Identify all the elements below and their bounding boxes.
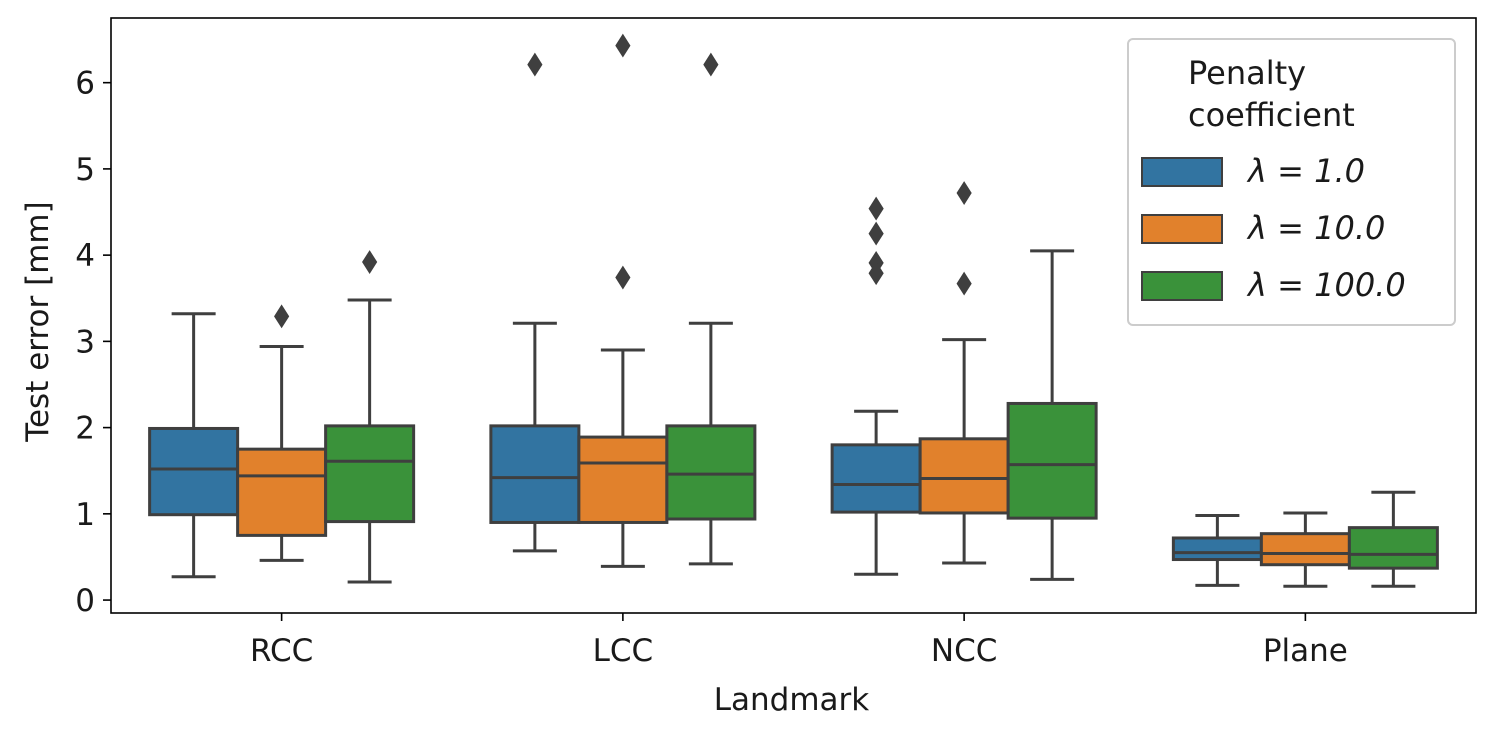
- iqr-box: [1006, 401, 1098, 520]
- legend-swatch: [1141, 214, 1223, 244]
- legend: Penalty coefficient λ = 1.0 λ = 10.0 λ = 100…: [1127, 38, 1456, 326]
- iqr-box: [577, 435, 669, 524]
- box-plane-series-3: [1347, 490, 1439, 588]
- legend-swatch: [1141, 271, 1223, 301]
- legend-title-line: Penalty: [1188, 54, 1306, 92]
- legend-entry: λ = 10.0: [1141, 209, 1385, 247]
- x-tick-label: Plane: [1263, 633, 1348, 669]
- box-ncc-series-2: [918, 181, 1010, 565]
- outlier-point: [527, 52, 543, 77]
- outlier-point: [868, 261, 884, 286]
- iqr-box: [489, 424, 581, 524]
- legend-label: λ = 10.0: [1246, 209, 1385, 247]
- y-tick-label: 6: [75, 66, 95, 102]
- legend-title-line: coefficient: [1188, 96, 1355, 134]
- y-tick-label: 1: [75, 497, 95, 533]
- box-rcc-series-2: [236, 304, 328, 562]
- y-axis-label: Test error [mm]: [20, 201, 56, 442]
- iqr-box: [1347, 526, 1439, 570]
- iqr-box: [665, 424, 757, 521]
- box-ncc-series-3: [1006, 249, 1098, 581]
- outlier-point: [615, 33, 631, 58]
- iqr-box: [918, 437, 1010, 515]
- outlier-point: [868, 196, 884, 221]
- iqr-box: [148, 426, 240, 517]
- outlier-point: [956, 181, 972, 205]
- outlier-point: [362, 250, 378, 274]
- box-lcc-series-2: [577, 33, 669, 568]
- plot-area: 0 1 2 3 4 5 6 RCC LCC NCC Plane Landmark Test error …: [20, 17, 1477, 718]
- box-rcc-series-1: [148, 312, 240, 579]
- box-lcc-series-1: [489, 52, 581, 553]
- y-tick-label: 2: [75, 411, 95, 447]
- y-tick-label: 0: [75, 583, 95, 619]
- legend-label: λ = 1.0: [1246, 152, 1365, 190]
- box-plane-series-1: [1171, 514, 1263, 587]
- box-lcc-series-3: [665, 52, 757, 566]
- legend-swatch: [1141, 157, 1223, 187]
- iqr-box: [1259, 532, 1351, 567]
- outlier-point: [868, 221, 884, 246]
- y-tick-label: 3: [75, 324, 95, 360]
- x-tick-label: LCC: [593, 633, 654, 669]
- legend-entry: λ = 100.0: [1141, 266, 1406, 304]
- legend-entry: λ = 1.0: [1141, 152, 1365, 190]
- iqr-box: [324, 424, 416, 524]
- box-ncc-series-1: [830, 196, 922, 576]
- x-tick-label: RCC: [250, 633, 313, 669]
- outlier-point: [956, 271, 972, 296]
- outlier-point: [615, 265, 631, 290]
- iqr-box: [830, 443, 922, 514]
- axes-frame: [110, 17, 1477, 614]
- outlier-point: [703, 52, 719, 77]
- y-tick-label: 5: [75, 152, 95, 188]
- x-axis-label: Landmark: [714, 682, 870, 718]
- x-tick-label: NCC: [931, 633, 997, 669]
- outlier-point: [274, 304, 290, 329]
- box-plane-series-2: [1259, 511, 1351, 588]
- legend-label: λ = 100.0: [1246, 266, 1406, 304]
- iqr-box: [1171, 536, 1263, 562]
- box-rcc-series-3: [324, 250, 416, 584]
- y-tick-label: 4: [75, 238, 95, 274]
- iqr-box: [236, 447, 328, 537]
- legend-frame: [1127, 38, 1456, 326]
